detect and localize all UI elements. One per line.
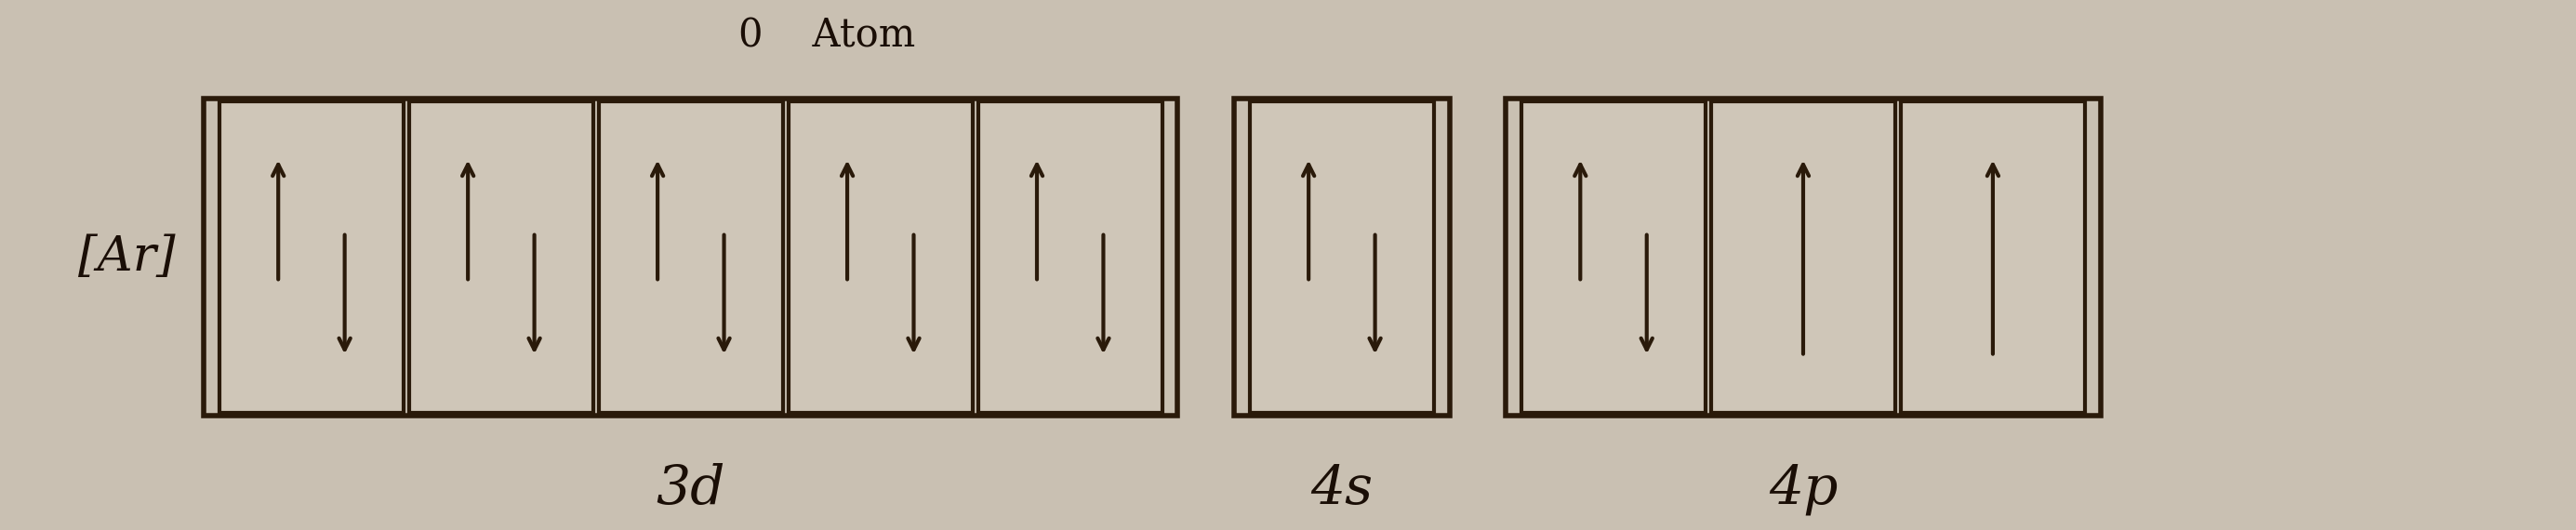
Bar bbox=[1507, 99, 2099, 416]
Bar bbox=[1522, 102, 1705, 412]
Text: 4s: 4s bbox=[1311, 463, 1373, 515]
Text: [Ar]: [Ar] bbox=[77, 233, 175, 281]
Bar bbox=[410, 102, 592, 412]
Text: 0    Atom: 0 Atom bbox=[739, 16, 914, 56]
Bar bbox=[219, 102, 404, 412]
Text: 4p: 4p bbox=[1770, 463, 1837, 515]
Bar bbox=[1901, 102, 2084, 412]
Bar bbox=[204, 99, 1177, 416]
Bar bbox=[1249, 102, 1435, 412]
Bar bbox=[979, 102, 1162, 412]
Text: 3d: 3d bbox=[657, 463, 726, 515]
Bar bbox=[788, 102, 974, 412]
Bar bbox=[598, 102, 783, 412]
Bar bbox=[1234, 99, 1450, 416]
Bar bbox=[1710, 102, 1896, 412]
